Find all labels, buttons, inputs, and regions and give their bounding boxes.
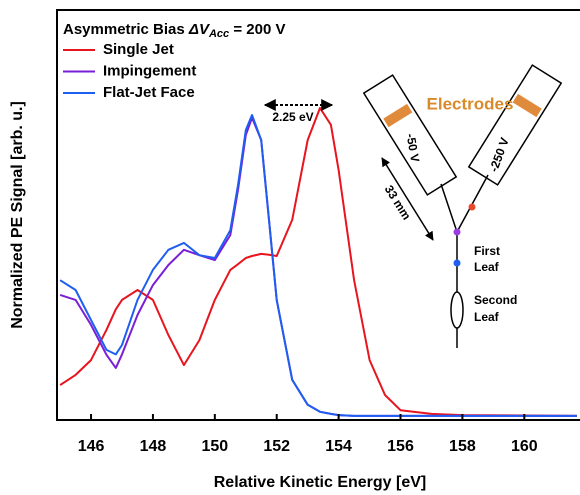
legend-title-symbol: ΔV xyxy=(188,21,211,38)
legend-label: Impingement xyxy=(103,62,196,79)
series-line xyxy=(59,107,577,417)
x-tick-label: 150 xyxy=(201,438,228,455)
electrode-node xyxy=(468,203,476,211)
junction-node xyxy=(453,228,461,236)
x-axis-label: Relative Kinetic Energy [eV] xyxy=(214,474,427,491)
x-tick-label: 160 xyxy=(511,438,538,455)
legend-title-subscript: Acc xyxy=(208,28,229,40)
second-leaf-label: Leaf xyxy=(474,310,500,324)
legend-title-text: = 200 V xyxy=(229,21,285,38)
left-voltage: -50 V xyxy=(403,133,422,164)
second-leaf-label: Second xyxy=(474,293,517,307)
plot-area xyxy=(59,107,577,417)
legend-label: Single Jet xyxy=(103,41,174,58)
x-tick-label: 154 xyxy=(325,438,352,455)
legend-title-text: Asymmetric Bias xyxy=(63,21,189,38)
electrodes-label: Electrodes xyxy=(427,94,514,113)
x-tick-label: 148 xyxy=(140,438,167,455)
x-tick-label: 146 xyxy=(78,438,105,455)
leaf-node xyxy=(453,259,461,267)
x-tick-label: 156 xyxy=(387,438,414,455)
legend-title: Asymmetric Bias ΔVAcc = 200 V xyxy=(63,21,285,40)
axes-frame xyxy=(56,9,580,421)
series-line xyxy=(59,114,577,417)
shift-label: 2.25 eV xyxy=(272,110,313,124)
electrode-diagram xyxy=(362,64,563,348)
first-leaf-label: Leaf xyxy=(474,260,500,274)
first-leaf-label: First xyxy=(474,244,500,258)
x-tick-label: 158 xyxy=(449,438,476,455)
legend-label: Flat-Jet Face xyxy=(103,84,195,101)
y-axis-label: Normalized PE Signal [arb. u.] xyxy=(9,101,26,329)
x-tick-label: 152 xyxy=(263,438,290,455)
